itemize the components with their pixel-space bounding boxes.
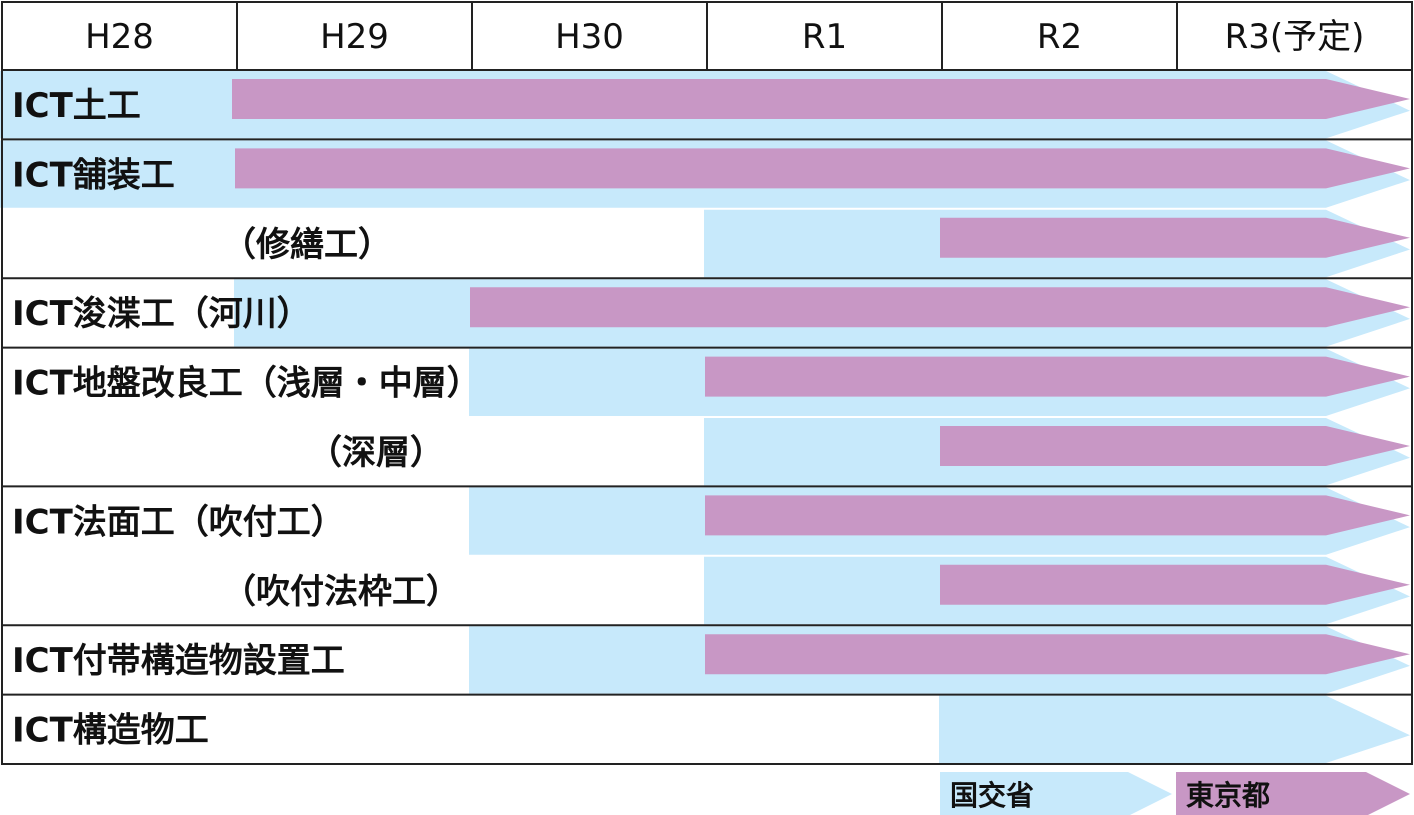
tokyo-bar	[235, 148, 1410, 189]
row-label: （修繕工）	[222, 225, 392, 265]
tokyo-bar	[470, 287, 1410, 328]
year-header-label: H30	[555, 17, 624, 57]
tokyo-bar	[705, 495, 1410, 536]
grid-layer	[1, 1, 1413, 765]
row-label: ICT舗装工	[12, 155, 175, 195]
year-header-label: R2	[1037, 17, 1082, 57]
tokyo-bar	[705, 356, 1410, 397]
tokyo-bar	[940, 564, 1410, 605]
legend-tokyo-label: 東京都	[1186, 779, 1270, 812]
year-header-label: R3(予定)	[1225, 17, 1365, 57]
row-label: ICT構造物工	[12, 711, 209, 751]
bars-layer	[0, 71, 1410, 763]
tokyo-bar	[232, 79, 1410, 119]
row-label: ICT浚渫工（河川）	[12, 294, 311, 334]
tokyo-bar	[705, 634, 1410, 675]
legend: 国交省 東京都	[940, 772, 1410, 815]
row-labels: ICT土工 ICT舗装工 （修繕工） ICT浚渫工（河川） ICT地盤改良工（浅層・中層…	[12, 86, 481, 751]
row-label: （吹付法枠工）	[222, 572, 460, 612]
year-header-label: H28	[85, 17, 154, 57]
year-header-label: R1	[802, 17, 847, 57]
year-header-label: H29	[320, 17, 389, 57]
legend-tokyo-swatch	[1176, 772, 1410, 815]
mlit-bar	[939, 695, 1410, 763]
row-label: ICT土工	[12, 86, 141, 126]
year-header: H28 H29 H30 R1 R2 R3(予定)	[85, 17, 1364, 57]
row-label: ICT法面工（吹付工）	[12, 502, 345, 542]
row-label: ICT地盤改良工（浅層・中層）	[12, 364, 481, 404]
tokyo-bar	[940, 217, 1410, 258]
tokyo-bar	[940, 426, 1410, 466]
legend-mlit-swatch	[940, 772, 1172, 815]
row-label: （深層）	[308, 433, 444, 473]
legend-mlit-label: 国交省	[950, 779, 1034, 812]
row-label: ICT付帯構造物設置工	[12, 641, 345, 681]
